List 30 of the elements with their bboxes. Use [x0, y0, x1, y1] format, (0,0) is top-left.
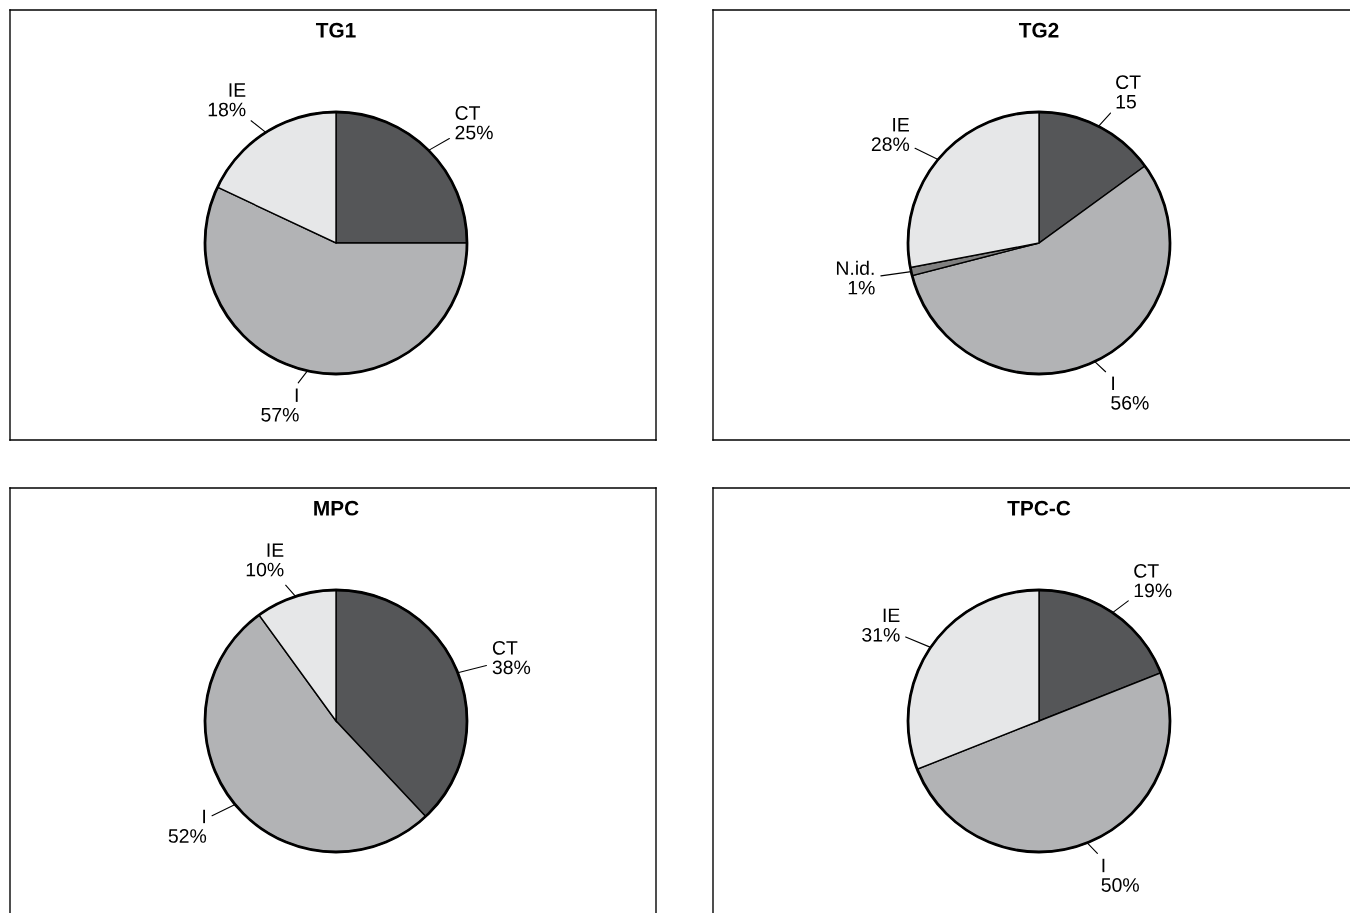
data-label: 31%	[862, 627, 900, 642]
slice-label: IE	[267, 543, 284, 557]
slice-label: IE	[229, 83, 246, 97]
chart-title: TG1	[315, 22, 356, 38]
slice-label: I	[295, 388, 298, 402]
data-label: 28%	[871, 137, 910, 152]
data-label: 38%	[492, 660, 531, 675]
data-label: 19%	[1134, 583, 1172, 598]
slice-label: I	[203, 809, 206, 824]
data-label: 10%	[246, 562, 284, 577]
slice-label: N.id.	[836, 260, 874, 276]
chart-title: MPC	[314, 500, 359, 516]
data-label: 57%	[261, 407, 299, 422]
slice-label: CT	[1116, 75, 1141, 90]
slice-label: CT	[492, 640, 518, 655]
data-label: 56%	[1111, 395, 1149, 410]
data-label: 50%	[1101, 878, 1139, 892]
slice-label: IE	[883, 608, 900, 623]
data-label: 18%	[208, 102, 246, 117]
slice-label: IE	[893, 118, 909, 132]
data-label: 52%	[168, 829, 207, 843]
slice-label: CT	[455, 106, 481, 120]
data-label: 15	[1116, 95, 1136, 109]
slice-label: CT	[1134, 564, 1159, 578]
data-label: 25%	[455, 125, 493, 140]
slice-label: I	[1112, 376, 1114, 390]
data-label: 1%	[848, 280, 875, 295]
chart-title: TG2	[1018, 22, 1059, 38]
chart-title: TPC-C	[1007, 500, 1071, 516]
slice-label: I	[1102, 858, 1105, 873]
